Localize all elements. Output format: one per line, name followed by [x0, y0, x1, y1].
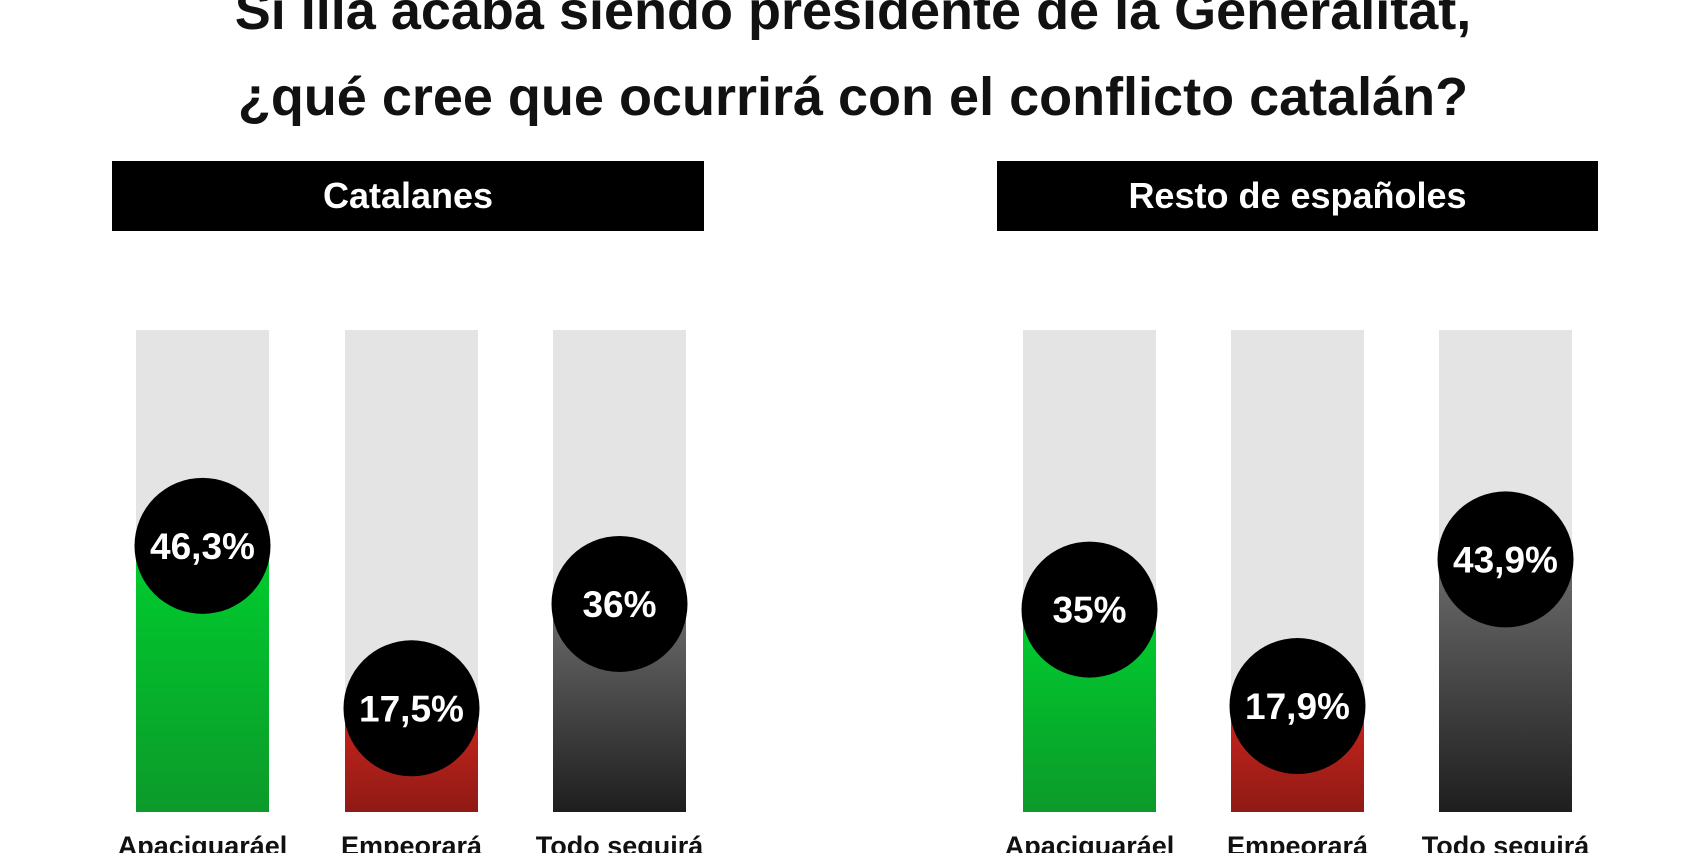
chart-title-line-1: Si Illa acaba siendo presidente de la Ge…	[234, 0, 1472, 41]
value-bubble-catalanes-empeorara	[343, 640, 480, 777]
value-label-catalanes-empeorara: 17,5%	[359, 688, 464, 729]
value-bubble-resto-todo-seguira	[1437, 491, 1574, 628]
category-label-resto-empeorara: Empeorará	[1227, 831, 1369, 853]
value-bubble-catalanes-apaciguara	[134, 477, 271, 614]
value-label-resto-apaciguara: 35%	[1052, 590, 1126, 631]
chart-title-line-2: ¿qué cree que ocurrirá con el conflicto …	[237, 67, 1469, 127]
category-label-catalanes-todo-seguira: Todo seguirá	[536, 831, 704, 853]
value-label-catalanes-apaciguara: 46,3%	[150, 526, 255, 567]
value-bubble-catalanes-todo-seguira	[551, 535, 688, 672]
panel-header-catalanes: Catalanes	[112, 161, 704, 231]
category-label-catalanes-empeorara: Empeorará	[341, 831, 483, 853]
value-bubble-resto-empeorara	[1229, 638, 1366, 775]
value-label-resto-empeorara: 17,9%	[1245, 686, 1350, 727]
value-bubble-resto-apaciguara	[1021, 541, 1158, 678]
category-label-resto-apaciguara: Apaciguaráel	[1005, 831, 1175, 853]
value-label-resto-todo-seguira: 43,9%	[1453, 539, 1558, 580]
value-label-catalanes-todo-seguira: 36%	[582, 584, 656, 625]
category-label-resto-todo-seguira: Todo seguirá	[1422, 831, 1590, 853]
category-label-catalanes-apaciguara: Apaciguaráel	[118, 831, 288, 853]
panel-header-resto-de-espanoles: Resto de españoles	[997, 161, 1598, 231]
